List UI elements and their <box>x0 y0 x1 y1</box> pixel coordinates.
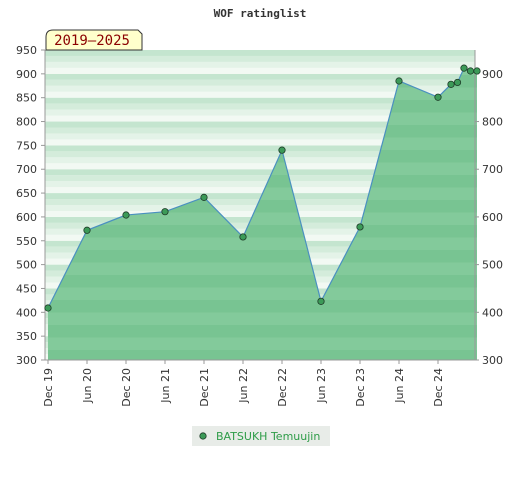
left-tick-label: 600 <box>16 211 37 224</box>
background-band <box>45 163 475 170</box>
data-point[interactable] <box>200 193 208 201</box>
period-badge-label: 2019–2025 <box>54 33 130 49</box>
data-point[interactable] <box>122 211 130 219</box>
background-band <box>45 85 475 92</box>
legend[interactable]: BATSUKH Temuujin <box>192 426 330 446</box>
background-band <box>45 109 475 116</box>
background-band <box>45 61 475 68</box>
right-tick-label: 900 <box>482 68 503 81</box>
background-band <box>45 73 475 80</box>
background-band <box>45 67 475 74</box>
right-tick-label: 700 <box>482 163 503 176</box>
left-tick-label: 450 <box>16 282 37 295</box>
right-tick-label: 800 <box>482 116 503 129</box>
data-point[interactable] <box>83 226 91 234</box>
background-band <box>45 115 475 122</box>
data-point[interactable] <box>278 146 286 154</box>
data-point[interactable] <box>466 67 475 75</box>
chart-title: WOF ratinglist <box>214 7 307 20</box>
left-y-axis: 300 350 400 450 500 550 600 650 700 750 800 850 900 9… <box>16 44 45 367</box>
legend-box <box>192 426 330 446</box>
left-tick-label: 700 <box>16 163 37 176</box>
left-tick-label: 400 <box>16 306 37 319</box>
right-tick-label: 500 <box>482 259 503 272</box>
background-band <box>45 145 475 152</box>
x-tick-label: Dec 24 <box>432 368 445 407</box>
background-band <box>45 175 475 182</box>
background-band <box>45 97 475 104</box>
data-point[interactable] <box>44 304 52 312</box>
x-tick-label: Jun 21 <box>159 368 172 404</box>
legend-label: BATSUKH Temuujin <box>216 430 320 443</box>
left-tick-label: 650 <box>16 187 37 200</box>
rating-area <box>48 68 477 360</box>
left-tick-label: 500 <box>16 259 37 272</box>
data-point[interactable] <box>239 233 247 241</box>
rating-line <box>47 67 477 309</box>
legend-marker <box>199 432 207 440</box>
x-tick-label: Jun 24 <box>393 368 406 404</box>
right-tick-label: 400 <box>482 306 503 319</box>
x-tick-label: Dec 22 <box>276 368 289 407</box>
background-band <box>45 50 475 56</box>
background-band <box>45 121 475 128</box>
background-band <box>45 157 475 164</box>
x-tick-label: Dec 21 <box>198 368 211 407</box>
period-badge: 2019–2025 <box>45 29 143 51</box>
left-tick-label: 900 <box>16 68 37 81</box>
rating-area-tint <box>48 68 477 360</box>
data-point[interactable] <box>434 93 442 101</box>
background-band <box>45 151 475 158</box>
background-band <box>45 79 475 86</box>
left-tick-label: 350 <box>16 330 37 343</box>
x-tick-label: Dec 20 <box>120 368 133 407</box>
data-point[interactable] <box>317 297 325 305</box>
right-y-axis: 300 400 500 600 700 800 900 <box>475 68 503 367</box>
background-band <box>45 103 475 110</box>
data-point[interactable] <box>460 64 468 72</box>
x-tick-label: Dec 19 <box>42 368 55 407</box>
area-layer <box>47 67 477 360</box>
data-point[interactable] <box>447 80 455 88</box>
background-band <box>45 139 475 146</box>
left-tick-label: 300 <box>16 354 37 367</box>
x-tick-label: Jun 23 <box>315 368 328 404</box>
x-tick-label: Jun 20 <box>81 368 94 404</box>
data-point[interactable] <box>453 78 462 87</box>
data-points <box>44 64 481 312</box>
background-band <box>45 169 475 176</box>
x-tick-label: Dec 23 <box>354 368 367 407</box>
left-tick-label: 750 <box>16 139 37 152</box>
left-tick-label: 850 <box>16 92 37 105</box>
background-band <box>45 127 475 134</box>
x-axis: Dec 19 Jun 20 Dec 20 Jun 21 Dec 21 Jun 22 Dec … <box>42 360 445 407</box>
data-point[interactable] <box>161 208 169 216</box>
background-band <box>45 133 475 140</box>
data-point[interactable] <box>356 223 364 231</box>
data-point[interactable] <box>395 77 403 85</box>
left-tick-label: 950 <box>16 44 37 57</box>
data-point[interactable] <box>473 67 481 75</box>
left-tick-label: 550 <box>16 235 37 248</box>
x-tick-label: Jun 22 <box>237 368 250 404</box>
background-band <box>45 181 475 188</box>
background-band <box>45 55 475 62</box>
right-tick-label: 600 <box>482 211 503 224</box>
background-band <box>45 91 475 98</box>
background-band <box>45 193 475 200</box>
background-band <box>45 187 475 194</box>
left-tick-label: 800 <box>16 116 37 129</box>
period-badge-box <box>45 29 143 51</box>
right-tick-label: 300 <box>482 354 503 367</box>
